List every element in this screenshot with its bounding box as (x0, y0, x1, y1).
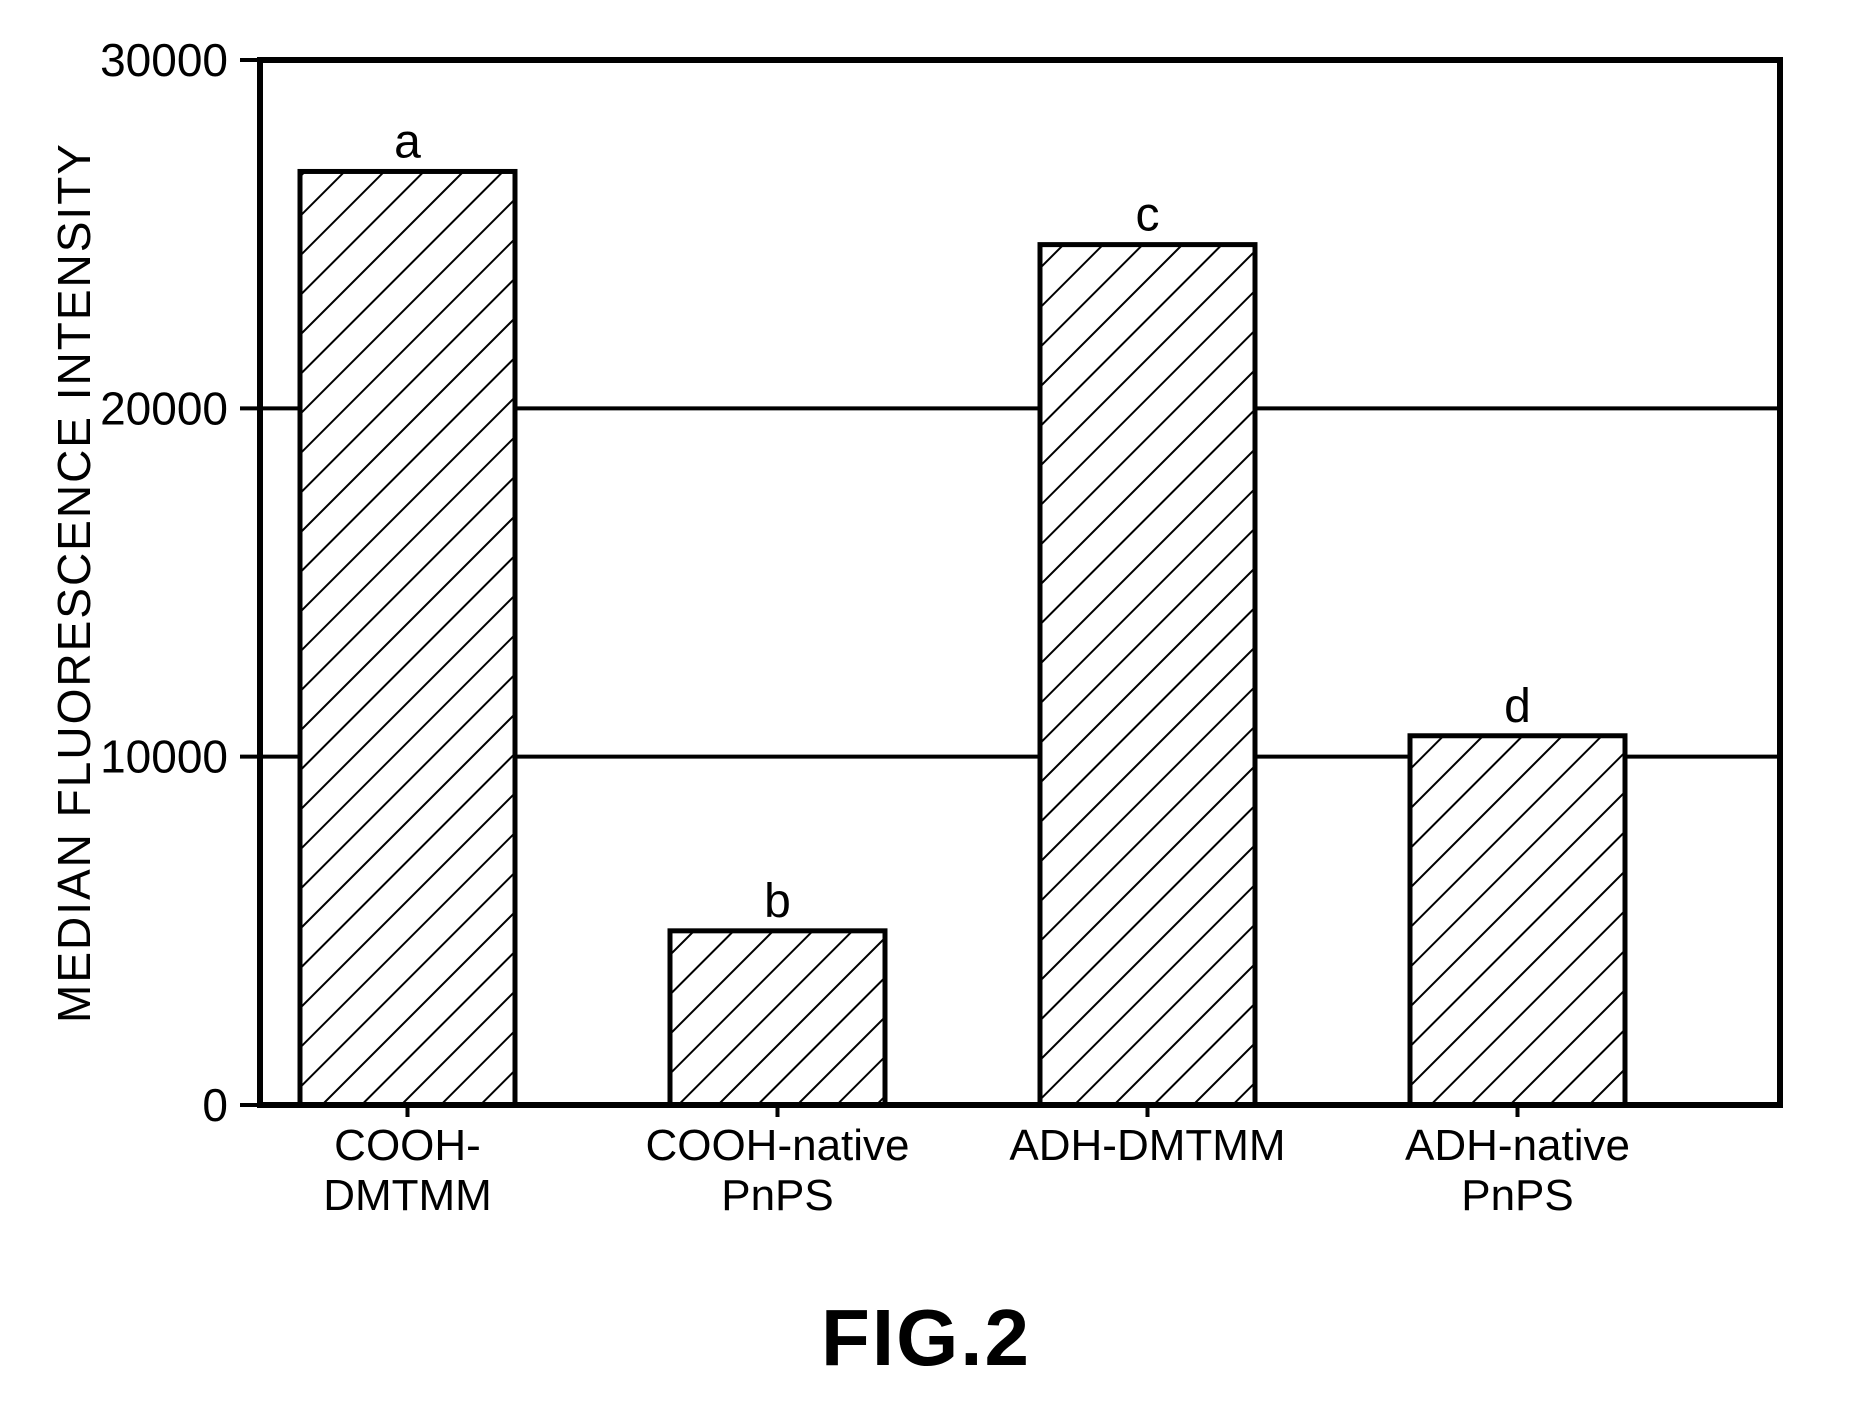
x-tick-label: COOH-native (645, 1121, 909, 1170)
bar-annotation: d (1504, 680, 1531, 733)
y-tick-label: 0 (202, 1079, 228, 1131)
bar (300, 171, 515, 1105)
x-tick-label: DMTMM (323, 1171, 492, 1220)
x-tick-label: PnPS (1461, 1171, 1574, 1220)
bar (1040, 245, 1255, 1105)
x-tick-label: PnPS (721, 1171, 834, 1220)
bar-annotation: c (1136, 189, 1160, 242)
y-axis-label: MEDIAN FLUORESCENCE INTENSITY (48, 142, 100, 1023)
y-tick-label: 10000 (100, 731, 228, 783)
bar (1410, 736, 1625, 1105)
y-tick-label: 30000 (100, 34, 228, 86)
bar (670, 931, 885, 1105)
x-tick-label: ADH-native (1405, 1121, 1630, 1170)
bar-annotation: a (394, 115, 421, 168)
figure-caption: FIG.2 (821, 1293, 1031, 1382)
y-tick-label: 20000 (100, 382, 228, 434)
x-tick-label: ADH-DMTMM (1009, 1121, 1285, 1170)
bar-annotation: b (764, 875, 791, 928)
bar-chart: aCOOH-DMTMMbCOOH-nativePnPScADH-DMTMMdAD… (0, 0, 1852, 1425)
x-tick-label: COOH- (334, 1121, 481, 1170)
figure-container: aCOOH-DMTMMbCOOH-nativePnPScADH-DMTMMdAD… (0, 0, 1852, 1425)
